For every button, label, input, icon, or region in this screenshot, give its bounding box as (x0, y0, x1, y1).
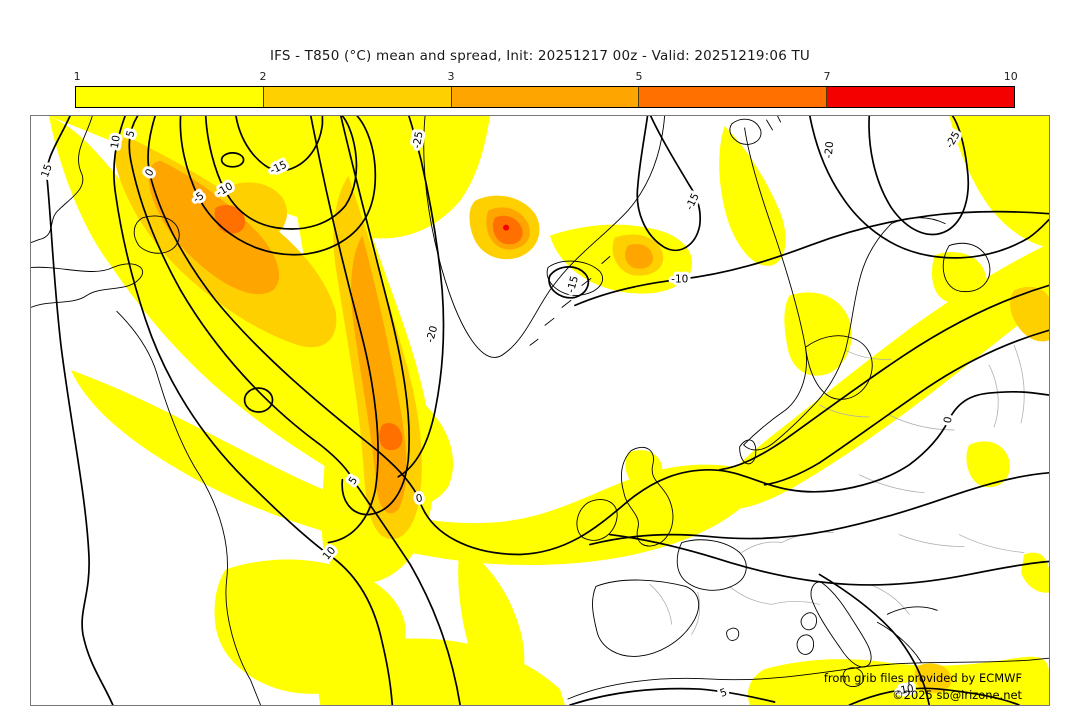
colorbar-segment (450, 87, 639, 107)
border-layer (649, 344, 1025, 635)
colorbar-tick: 1 (73, 70, 81, 83)
page-title: IFS - T850 (°C) mean and spread, Init: 2… (269, 48, 811, 64)
colorbar-tick: 10 (1003, 70, 1018, 83)
attribution-copyright: ©2025 sb@irizone.net (892, 688, 1022, 702)
contour-label: -20 (424, 324, 440, 344)
contour-label: 0 (942, 416, 955, 425)
colorbar-tick: 3 (447, 70, 455, 83)
colorbar-segment (826, 87, 1014, 107)
attribution-source: from grib files provided by ECMWF (824, 671, 1022, 685)
colorbar-segment (76, 87, 263, 107)
colorbar-tick: 2 (259, 70, 267, 83)
colorbar-segment (638, 87, 827, 107)
colorbar-tick: 5 (635, 70, 643, 83)
map-frame: 15 10 5 0 -5 -10 -15 -25 -20 -15 -15 -10 -20 -25 0 5 10 0… (30, 115, 1050, 706)
coastline-layer (31, 116, 1049, 705)
contour-label: 15 (39, 163, 55, 180)
isotherm-layer (46, 116, 1049, 705)
contour-label: -15 (565, 275, 581, 295)
colorbar-tick: 7 (823, 70, 831, 83)
contour-label: -10 (671, 273, 688, 285)
contour-label: 10 (109, 134, 123, 149)
spread-shading-layer (48, 116, 1049, 705)
colorbar-wrap: 1 2 3 5 7 10 (73, 70, 1018, 112)
colorbar-ticks: 1 2 3 5 7 10 (73, 70, 1018, 86)
colorbar-segment (262, 87, 451, 107)
colorbar (75, 86, 1015, 108)
contour-label: -20 (823, 141, 836, 159)
